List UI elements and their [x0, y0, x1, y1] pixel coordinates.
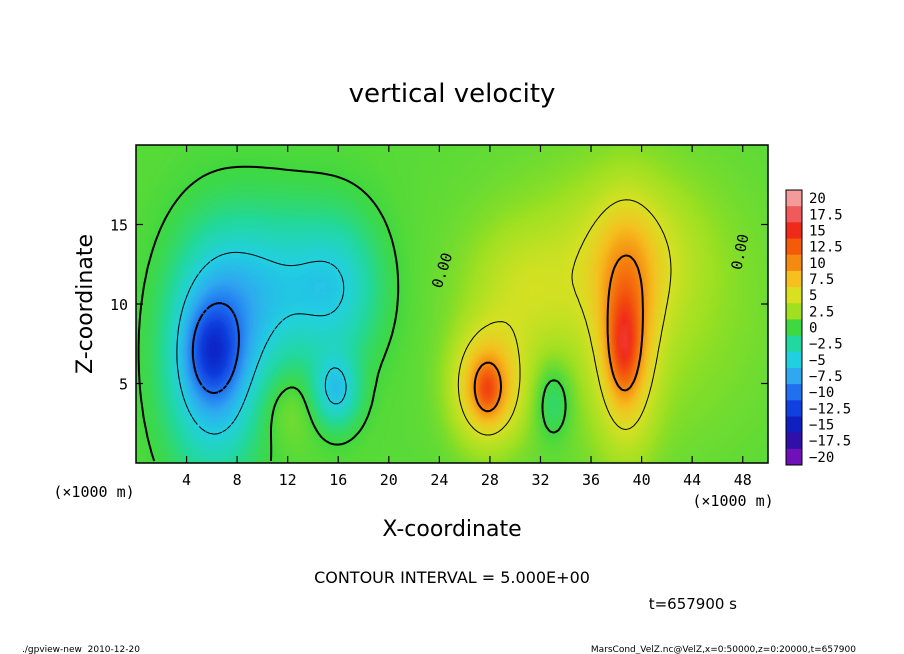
contour-lines	[137, 165, 672, 462]
colorbar-swatch	[786, 319, 802, 337]
colorbar-frame	[785, 189, 803, 466]
x-tick-label: 40	[633, 471, 651, 489]
y-unit-label: (×1000 m)	[53, 483, 134, 501]
plot-area	[136, 145, 768, 463]
colorbar-label: 15	[809, 223, 826, 239]
footer-left-text: ./gpview-new 2010-12-20	[22, 645, 140, 654]
colorbar-swatch	[786, 270, 802, 288]
colorbar-swatch	[786, 335, 802, 353]
colorbar-swatch	[786, 222, 802, 240]
contour-line	[457, 199, 672, 436]
colorbar-label: −12.5	[809, 401, 851, 417]
y-axis-ticks: 5 10 15	[110, 217, 768, 394]
colorbar-label: 7.5	[809, 272, 834, 288]
colorbar-swatch	[786, 432, 802, 450]
colorbar-swatch	[786, 400, 802, 417]
contour-line	[473, 254, 644, 413]
x-tick-label: 48	[734, 471, 752, 489]
footer-right-text: MarsCond_VelZ.nc@VelZ,x=0:50000,z=0:2000…	[591, 645, 856, 654]
x-tick-label: 36	[582, 471, 600, 489]
colorbar-label: −7.5	[809, 369, 843, 385]
colorbar-label: −5	[809, 353, 826, 369]
colorbar-swatch	[786, 303, 802, 320]
y-tick-label: 15	[110, 217, 128, 235]
x-tick-label: 32	[531, 471, 549, 489]
colorbar-swatch	[786, 384, 802, 401]
chart-title: vertical velocity	[349, 79, 556, 109]
colorbar-label: −20	[809, 450, 834, 466]
y-tick-label: 5	[119, 376, 128, 394]
colorbar-label: 20	[809, 191, 826, 207]
y-axis-label: Z-coordinate	[73, 234, 98, 374]
contour-labels: 0.00 0.00	[428, 232, 753, 290]
x-tick-label: 20	[380, 471, 398, 489]
colorbar-swatch	[786, 238, 802, 256]
contour-line	[137, 165, 567, 462]
time-stamp-text: t=657900 s	[649, 595, 737, 613]
x-unit-label: (×1000 m)	[692, 492, 773, 510]
colorbar-label: −10	[809, 385, 834, 401]
x-tick-label: 24	[430, 471, 448, 489]
x-axis-ticks: 4 8 12 16 20 24 28 32 36 40 44 48	[182, 145, 752, 489]
y-tick-label: 10	[110, 296, 128, 314]
colorbar-label: −2.5	[809, 337, 843, 353]
colorbar-swatch	[786, 190, 802, 207]
colorbar-swatch	[786, 351, 802, 369]
colorbar-label: 17.5	[809, 207, 843, 223]
colorbar-swatch	[786, 287, 802, 304]
x-axis-label: X-coordinate	[382, 517, 521, 542]
colorbar-swatch	[786, 254, 802, 272]
colorbar: 2017.51512.5107.552.50−2.5−5−7.5−10−12.5…	[785, 189, 851, 466]
contour-line	[191, 302, 240, 395]
colorbar-label: −17.5	[809, 434, 851, 450]
colorbar-swatch	[786, 206, 802, 223]
colorbar-label: 12.5	[809, 240, 843, 256]
colorbar-swatch	[786, 448, 802, 466]
contour-line	[176, 251, 347, 435]
x-tick-label: 8	[233, 471, 242, 489]
x-tick-label: 12	[279, 471, 297, 489]
x-tick-label: 4	[182, 471, 191, 489]
colorbar-swatch	[786, 416, 802, 434]
x-tick-label: 28	[481, 471, 499, 489]
colorbar-swatch	[786, 367, 802, 385]
colorbar-label: −15	[809, 418, 834, 434]
colorbar-label: 5	[809, 288, 817, 304]
contour-interval-text: CONTOUR INTERVAL = 5.000E+00	[314, 568, 590, 587]
velocity-field-image	[136, 145, 768, 463]
x-tick-label: 44	[683, 471, 701, 489]
colorbar-label: 0	[809, 321, 817, 337]
x-tick-label: 16	[329, 471, 347, 489]
colorbar-label: 10	[809, 256, 826, 272]
colorbar-label: 2.5	[809, 304, 834, 320]
